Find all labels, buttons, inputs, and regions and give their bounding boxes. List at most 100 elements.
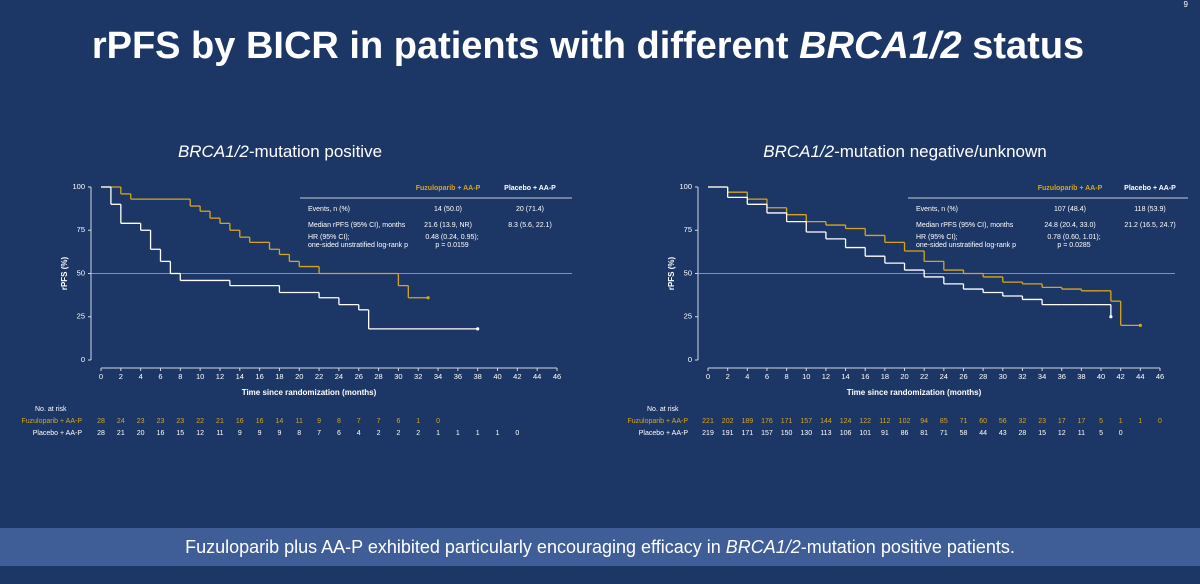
y-tick-label: 75 — [684, 225, 692, 234]
at-risk-value: 1 — [1119, 418, 1123, 425]
at-risk-value: 21 — [216, 418, 224, 425]
x-tick-label: 12 — [822, 372, 830, 381]
stats-value: 118 (53.9) — [1134, 206, 1165, 213]
at-risk-value: 157 — [800, 418, 812, 425]
at-risk-value: 150 — [781, 430, 793, 437]
x-tick-label: 0 — [706, 372, 710, 381]
x-tick-label: 14 — [236, 372, 244, 381]
at-risk-value: 0 — [436, 418, 440, 425]
stats-header: Placebo + AA-P — [504, 185, 556, 192]
at-risk-value: 6 — [396, 418, 400, 425]
at-risk-value: 11 — [216, 430, 223, 437]
at-risk-value: 219 — [702, 430, 714, 437]
x-tick-label: 24 — [335, 372, 343, 381]
at-risk-value: 221 — [702, 418, 714, 425]
at-risk-value: 1 — [456, 430, 460, 437]
x-tick-label: 20 — [900, 372, 908, 381]
at-risk-value: 171 — [781, 418, 793, 425]
x-tick-label: 28 — [374, 372, 382, 381]
x-axis-label: Time since randomization (months) — [847, 388, 982, 397]
y-tick-label: 50 — [684, 268, 692, 277]
x-tick-label: 18 — [275, 372, 283, 381]
x-tick-label: 36 — [1058, 372, 1066, 381]
stats-header: Placebo + AA-P — [1124, 185, 1176, 192]
stats-value: p = 0.0285 — [1057, 242, 1090, 249]
x-tick-label: 42 — [1117, 372, 1125, 381]
curve-end — [1109, 315, 1113, 319]
at-risk-value: 23 — [176, 418, 184, 425]
x-tick-label: 18 — [881, 372, 889, 381]
at-risk-value: 5 — [1099, 418, 1103, 425]
at-risk-value: 7 — [377, 418, 381, 425]
x-tick-label: 40 — [493, 372, 501, 381]
x-tick-label: 22 — [315, 372, 323, 381]
y-tick-label: 50 — [77, 268, 85, 277]
chart-title-part: -mutation positive — [249, 142, 382, 161]
stats-label: Median rPFS (95% CI), months — [916, 222, 1014, 229]
y-tick-label: 100 — [679, 182, 692, 191]
at-risk-value: 21 — [117, 430, 125, 437]
at-risk-value: 22 — [196, 418, 204, 425]
x-tick-label: 32 — [1018, 372, 1026, 381]
at-risk-value: 0 — [515, 430, 519, 437]
at-risk-value: 2 — [416, 430, 420, 437]
at-risk-value: 71 — [940, 430, 948, 437]
at-risk-value: 9 — [277, 430, 281, 437]
at-risk-value: 71 — [960, 418, 968, 425]
at-risk-value: 56 — [999, 418, 1007, 425]
at-risk-title: No. at risk — [35, 406, 67, 413]
x-tick-label: 32 — [414, 372, 422, 381]
x-tick-label: 38 — [1077, 372, 1085, 381]
at-risk-value: 23 — [157, 418, 165, 425]
stats-header: Fuzuloparib + AA-P — [1038, 185, 1103, 192]
x-tick-label: 10 — [802, 372, 810, 381]
stats-value: p = 0.0159 — [435, 242, 468, 249]
chart-title: BRCA1/2-mutation negative/unknown — [763, 142, 1047, 161]
x-tick-label: 14 — [841, 372, 849, 381]
stats-value: 8.3 (5.6, 22.1) — [508, 222, 552, 229]
footer-text: Fuzuloparib plus AA-P exhibited particul… — [185, 537, 1015, 557]
x-tick-label: 30 — [999, 372, 1007, 381]
x-tick-label: 8 — [785, 372, 789, 381]
at-risk-value: 28 — [97, 418, 105, 425]
at-risk-value: 85 — [940, 418, 948, 425]
stats-value: 20 (71.4) — [516, 206, 544, 213]
title-part: status — [962, 25, 1084, 67]
stats-label: one-sided unstratified log-rank p — [916, 242, 1016, 249]
curve-end — [476, 327, 480, 331]
at-risk-value: 0 — [1158, 418, 1162, 425]
at-risk-value: 101 — [859, 430, 871, 437]
x-tick-label: 44 — [533, 372, 541, 381]
x-tick-label: 20 — [295, 372, 303, 381]
x-tick-label: 4 — [139, 372, 143, 381]
chart-title-part: BRCA1/2 — [178, 142, 249, 161]
at-risk-value: 8 — [337, 418, 341, 425]
at-risk-value: 44 — [979, 430, 987, 437]
y-axis-label: rPFS (%) — [60, 257, 69, 291]
x-tick-label: 44 — [1136, 372, 1144, 381]
stats-value: 0.48 (0.24, 0.95); — [425, 234, 478, 241]
at-risk-value: 28 — [97, 430, 105, 437]
at-risk-label: Placebo + AA-P — [33, 430, 83, 437]
at-risk-value: 1 — [476, 430, 480, 437]
chart-title: BRCA1/2-mutation positive — [178, 142, 382, 161]
at-risk-value: 171 — [741, 430, 753, 437]
at-risk-value: 144 — [820, 418, 832, 425]
x-tick-label: 34 — [1038, 372, 1046, 381]
at-risk-value: 2 — [396, 430, 400, 437]
x-tick-label: 22 — [920, 372, 928, 381]
at-risk-value: 17 — [1058, 418, 1066, 425]
stats-value: 107 (48.4) — [1054, 206, 1086, 213]
stats-label: one-sided unstratified log-rank p — [308, 242, 408, 249]
at-risk-value: 91 — [881, 430, 889, 437]
stats-label: HR (95% CI); — [308, 234, 350, 241]
at-risk-value: 176 — [761, 418, 773, 425]
at-risk-value: 102 — [899, 418, 911, 425]
x-tick-label: 38 — [474, 372, 482, 381]
y-tick-label: 0 — [81, 355, 85, 364]
at-risk-value: 81 — [920, 430, 928, 437]
at-risk-value: 17 — [1077, 418, 1085, 425]
footer-part: -mutation positive patients. — [801, 537, 1015, 557]
